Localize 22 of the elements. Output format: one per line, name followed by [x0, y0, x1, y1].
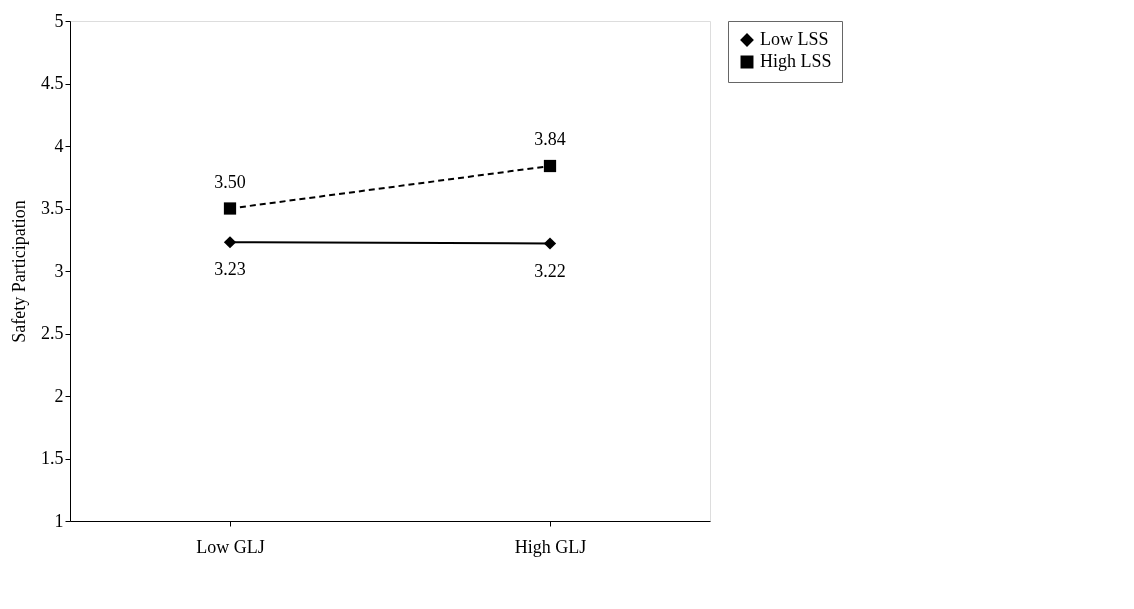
y-tick-label: 5	[54, 10, 64, 31]
y-tick-label: 4.5	[41, 73, 64, 93]
y-tick-label: 3.5	[41, 198, 64, 218]
y-tick-label: 2	[54, 385, 64, 406]
x-tick-label: High GLJ	[514, 536, 587, 557]
data-label: 3.84	[534, 129, 566, 149]
y-tick-label: 4	[54, 135, 64, 156]
y-tick-label: 1	[54, 510, 64, 531]
data-label: 3.50	[214, 171, 246, 192]
legend-label: Low LSS	[760, 29, 829, 49]
point	[543, 237, 557, 250]
legend-label: High LSS	[760, 51, 832, 71]
y-tick-label: 2.5	[41, 323, 64, 343]
y-axis-title: Safety Participation	[9, 200, 29, 343]
point	[543, 159, 557, 173]
data-label: 3.22	[534, 260, 566, 281]
y-tick-label: 3	[54, 260, 64, 281]
x-tick-label: Low GLJ	[196, 536, 265, 557]
point	[223, 236, 237, 249]
point	[223, 202, 237, 215]
y-tick-label: 1.5	[41, 448, 64, 468]
data-label: 3.23	[214, 259, 246, 280]
